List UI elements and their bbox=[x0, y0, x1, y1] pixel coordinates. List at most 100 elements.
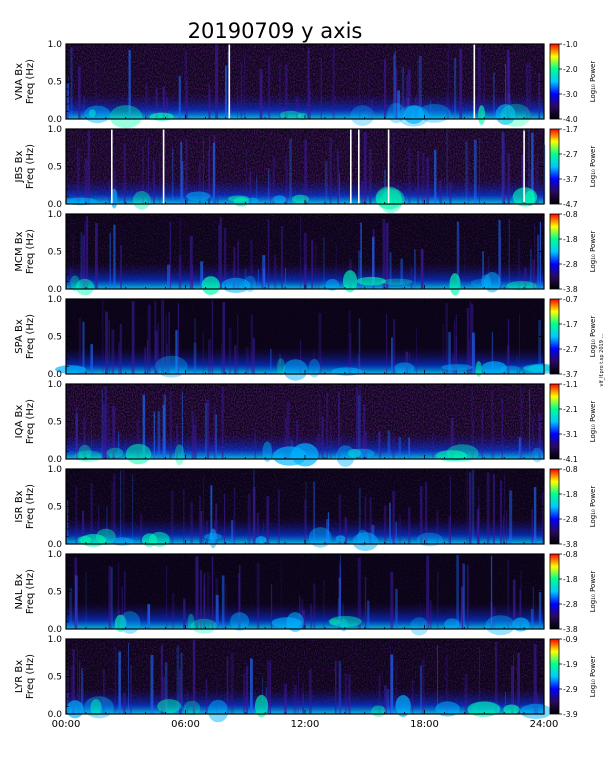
burst-streak bbox=[142, 394, 146, 459]
lowband-blob bbox=[335, 535, 346, 542]
burst-streak bbox=[445, 303, 448, 374]
burst-streak bbox=[108, 319, 110, 374]
colorbar-tick-label: -3.7 bbox=[563, 175, 578, 184]
burst-streak bbox=[302, 682, 304, 714]
burst-streak bbox=[338, 494, 342, 544]
freq-tick-label: 0.5 bbox=[48, 163, 62, 173]
freq-tick-label: 0.0 bbox=[48, 540, 63, 550]
burst-streak bbox=[502, 135, 505, 204]
burst-streak bbox=[224, 228, 227, 289]
burst-streak bbox=[461, 600, 464, 629]
data-gap-line bbox=[350, 129, 352, 204]
freq-axis-label: Freq (Hz) bbox=[25, 654, 36, 699]
burst-streak bbox=[221, 387, 224, 459]
burst-streak bbox=[178, 669, 182, 714]
burst-streak bbox=[358, 385, 362, 459]
lowband-blob bbox=[90, 699, 102, 716]
burst-streak bbox=[131, 301, 135, 374]
freq-axis-label: Freq (Hz) bbox=[25, 144, 36, 189]
burst-streak bbox=[492, 607, 496, 629]
burst-streak bbox=[66, 666, 69, 714]
burst-streak bbox=[205, 679, 208, 714]
burst-streak bbox=[77, 684, 79, 714]
burst-streak bbox=[184, 50, 187, 119]
burst-streak bbox=[105, 311, 108, 374]
burst-streak bbox=[456, 221, 460, 289]
burst-streak bbox=[420, 602, 421, 629]
burst-streak bbox=[113, 224, 116, 289]
burst-streak bbox=[313, 481, 315, 544]
colorbar-tick-label: -1.1 bbox=[563, 380, 578, 389]
lowband-blob bbox=[416, 532, 443, 547]
burst-streak bbox=[419, 486, 423, 544]
burst-streak bbox=[439, 180, 442, 204]
burst-streak bbox=[302, 693, 304, 714]
burst-streak bbox=[203, 587, 206, 629]
lowband-blob bbox=[64, 197, 98, 206]
burst-streak bbox=[398, 436, 402, 459]
burst-streak bbox=[429, 99, 432, 119]
burst-streak bbox=[164, 662, 168, 714]
burst-streak bbox=[300, 216, 301, 289]
colorbar-tick-label: -0.9 bbox=[563, 635, 578, 644]
burst-streak bbox=[170, 490, 174, 544]
lowband-blob bbox=[66, 700, 84, 719]
lowband-blob bbox=[255, 694, 269, 718]
burst-streak bbox=[101, 435, 104, 459]
burst-streak bbox=[323, 580, 325, 629]
burst-streak bbox=[153, 411, 156, 459]
colorbar-label: Log₁₀ Power bbox=[589, 401, 597, 443]
burst-streak bbox=[464, 235, 466, 289]
burst-streak bbox=[75, 486, 78, 544]
burst-streak bbox=[334, 154, 335, 204]
burst-streak bbox=[72, 649, 75, 714]
lowband-blob bbox=[387, 102, 405, 124]
burst-streak bbox=[212, 142, 215, 204]
burst-streak bbox=[162, 86, 165, 119]
burst-streak bbox=[466, 565, 469, 629]
burst-streak bbox=[66, 670, 68, 714]
freq-tick-label: 1.0 bbox=[48, 550, 63, 560]
panel-nal: 0.0 0.5 1.0 NAL Bx Freq (Hz) -0.8 -1.8 -2.8 -3.8… bbox=[14, 550, 597, 636]
burst-streak bbox=[521, 154, 524, 204]
burst-streak bbox=[384, 169, 386, 204]
burst-streak bbox=[437, 571, 439, 629]
burst-streak bbox=[257, 608, 259, 629]
burst-streak bbox=[216, 184, 219, 204]
burst-streak bbox=[270, 584, 273, 629]
lowband-blob bbox=[350, 448, 375, 458]
burst-streak bbox=[159, 152, 161, 204]
burst-streak bbox=[228, 327, 232, 374]
burst-streak bbox=[268, 56, 271, 119]
panel-mcm: 0.0 0.5 1.0 MCM Bx Freq (Hz) -0.8 -1.8 -2.8 -3.8… bbox=[14, 210, 597, 296]
burst-streak bbox=[70, 268, 72, 289]
burst-streak bbox=[231, 520, 234, 544]
burst-streak bbox=[464, 674, 468, 714]
burst-streak bbox=[363, 404, 366, 459]
freq-tick-label: 0.5 bbox=[48, 673, 62, 683]
burst-streak bbox=[398, 514, 401, 544]
burst-streak bbox=[479, 647, 481, 714]
burst-streak bbox=[144, 347, 147, 374]
burst-streak bbox=[318, 313, 322, 374]
station-label: ISR Bx bbox=[14, 490, 25, 522]
burst-streak bbox=[300, 340, 302, 374]
burst-streak bbox=[117, 562, 120, 629]
burst-streak bbox=[316, 433, 319, 459]
burst-streak bbox=[208, 135, 211, 204]
burst-streak bbox=[378, 431, 380, 459]
burst-streak bbox=[84, 402, 86, 459]
burst-streak bbox=[358, 487, 361, 544]
burst-streak bbox=[358, 318, 361, 374]
burst-streak bbox=[408, 147, 411, 204]
colorbar-tick-label: -0.8 bbox=[563, 550, 578, 559]
burst-streak bbox=[501, 398, 503, 459]
lowband-blob bbox=[483, 272, 501, 293]
burst-streak bbox=[111, 329, 115, 374]
time-tick-label: 12:00 bbox=[291, 719, 320, 730]
burst-streak bbox=[385, 223, 389, 289]
freq-tick-label: 0.0 bbox=[48, 115, 63, 125]
burst-streak bbox=[458, 231, 460, 289]
burst-streak bbox=[364, 496, 367, 544]
lowband-blob bbox=[70, 275, 80, 292]
